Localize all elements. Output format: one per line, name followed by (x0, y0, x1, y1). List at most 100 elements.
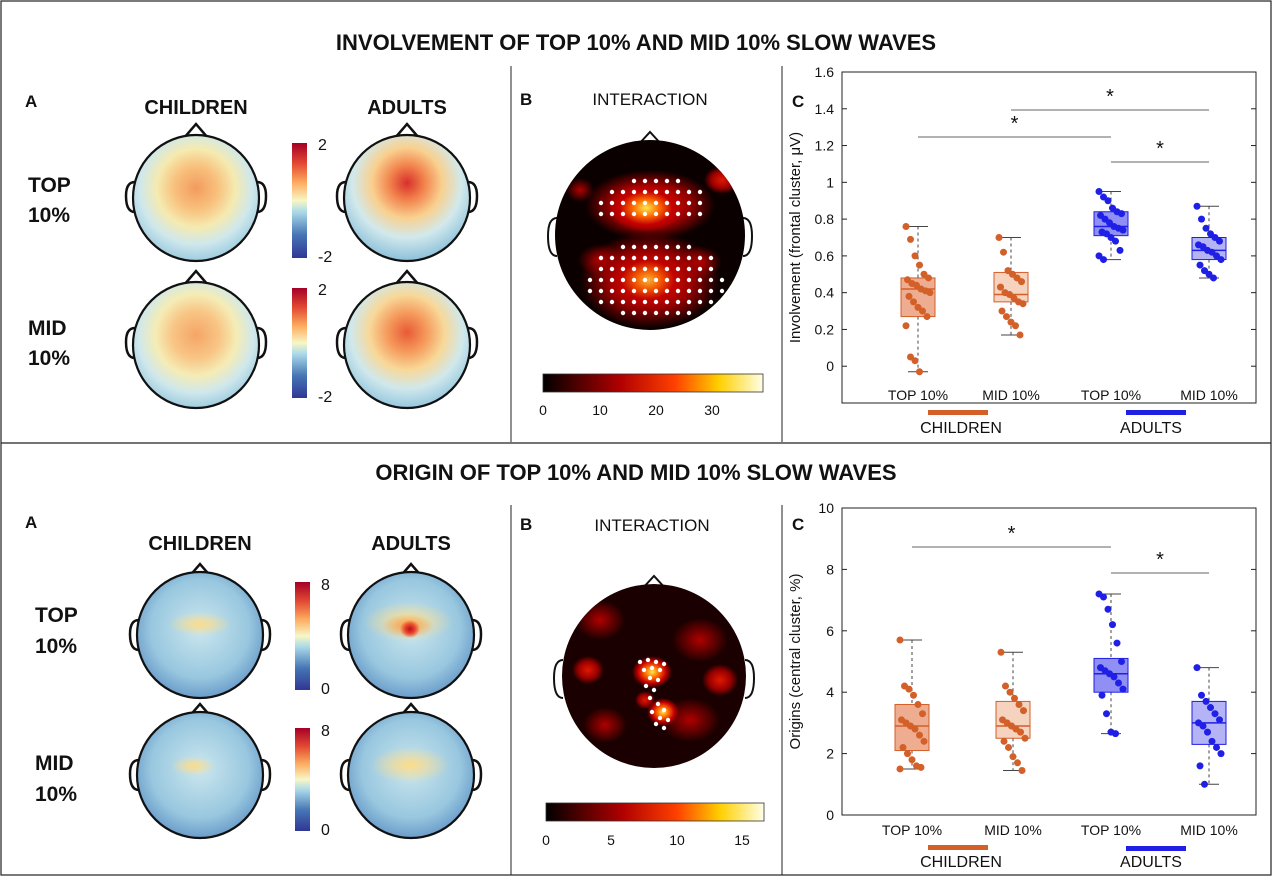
electrode-dot (664, 200, 670, 206)
electrode-dot (661, 725, 667, 731)
electrode-dot (664, 288, 670, 294)
x-tick-label: MID 10% (982, 387, 1040, 403)
electrode-dot (587, 288, 593, 294)
y-tick-label: 1.2 (815, 138, 835, 154)
electrode-dot (631, 266, 637, 272)
electrode-dot (620, 255, 626, 261)
electrode-dot (620, 189, 626, 195)
data-point (1021, 734, 1029, 742)
data-point (1006, 688, 1014, 696)
data-point (1210, 274, 1217, 282)
y-tick-label: 1.4 (815, 101, 835, 117)
data-point (902, 322, 910, 330)
electrode-dot (697, 266, 703, 272)
electrode-dot (697, 255, 703, 261)
data-point (1110, 673, 1118, 681)
data-point (896, 765, 904, 773)
box-0 (900, 222, 936, 376)
data-point (1216, 716, 1223, 724)
topomap-children-top-origin (128, 562, 272, 700)
row-label-mid-origin: MID (35, 752, 74, 775)
data-point (1000, 737, 1008, 745)
electrode-dot (620, 288, 626, 294)
box-2 (1093, 590, 1129, 738)
electrode-dot (664, 299, 670, 305)
electrode-dot (675, 299, 681, 305)
data-point (916, 261, 923, 269)
electrode-dot (653, 659, 659, 665)
y-tick-label: 0 (826, 807, 834, 823)
electrode-dot (620, 266, 626, 272)
electrode-dot (642, 200, 648, 206)
electrode-dot (631, 189, 637, 195)
data-point (1115, 679, 1122, 687)
electrode-dot (642, 277, 648, 283)
electrode-dot (686, 277, 692, 283)
interaction-tick-1: 10 (592, 402, 608, 418)
data-point (920, 737, 928, 745)
interaction-map-involvement (546, 130, 754, 330)
data-point (904, 750, 911, 758)
electrode-dot (675, 244, 681, 250)
data-point (911, 252, 919, 260)
electrode-dot (708, 299, 714, 305)
electrode-dot (675, 200, 681, 206)
data-point (1005, 743, 1012, 751)
row-label-top-pct-origin: 10% (35, 635, 77, 658)
x-tick-label: MID 10% (1180, 387, 1238, 403)
colorbar-origin-min: 0 (321, 681, 330, 698)
electrode-dot (697, 189, 703, 195)
data-point (916, 731, 923, 739)
row-label-top: TOP (28, 174, 71, 197)
x-tick-label: MID 10% (984, 822, 1042, 838)
data-point (1019, 300, 1027, 308)
electrode-dot (657, 667, 663, 673)
y-tick-label: 2 (826, 746, 834, 762)
electrode-dot (686, 244, 692, 250)
electrode-dot (686, 288, 692, 294)
data-point (1201, 780, 1208, 788)
electrode-dot (686, 200, 692, 206)
electrode-dot (697, 299, 703, 305)
column-label-adults: ADULTS (367, 97, 447, 119)
electrode-dot (686, 255, 692, 261)
colorbar-involvement-top (292, 143, 307, 258)
x-tick-label: TOP 10% (882, 822, 942, 838)
boxplot-origin: 0 2 4 6 8 10 Origins (central cluster, %) TOP 1… (787, 500, 1257, 838)
electrode-dot (686, 266, 692, 272)
electrode-dot (631, 178, 637, 184)
data-point (1000, 248, 1007, 256)
group-label-adults: ADULTS (1120, 420, 1182, 437)
electrode-dot (697, 288, 703, 294)
electrode-dot (631, 277, 637, 283)
plot-frame (841, 71, 1257, 404)
electrode-dot (631, 255, 637, 261)
column-label-children: CHILDREN (144, 97, 247, 119)
electrode-dot (655, 701, 661, 707)
panel-label-c-origin: C (792, 515, 804, 534)
data-point (1104, 605, 1112, 613)
data-point (1198, 691, 1205, 699)
electrode-dot (641, 667, 647, 673)
electrode-dot (653, 721, 659, 727)
electrode-dot (653, 244, 659, 250)
electrode-dot (631, 299, 637, 305)
panel-label-b-origin: B (520, 515, 532, 534)
electrode-dot (598, 277, 604, 283)
data-point (1204, 728, 1211, 736)
box-2 (1093, 188, 1129, 264)
electrode-dot (653, 200, 659, 206)
data-point (1098, 691, 1106, 699)
electrode-dot (637, 659, 643, 665)
electrode-dot (642, 211, 648, 217)
box-3 (1191, 664, 1227, 788)
electrode-dot (719, 277, 725, 283)
data-point (1112, 730, 1119, 738)
electrode-dot (647, 695, 653, 701)
data-point (1119, 226, 1127, 234)
colorbar-origin-max-mid: 8 (321, 723, 330, 740)
electrode-dot (675, 178, 681, 184)
topomap-adults-mid-origin (339, 702, 483, 840)
electrode-dot (598, 200, 604, 206)
